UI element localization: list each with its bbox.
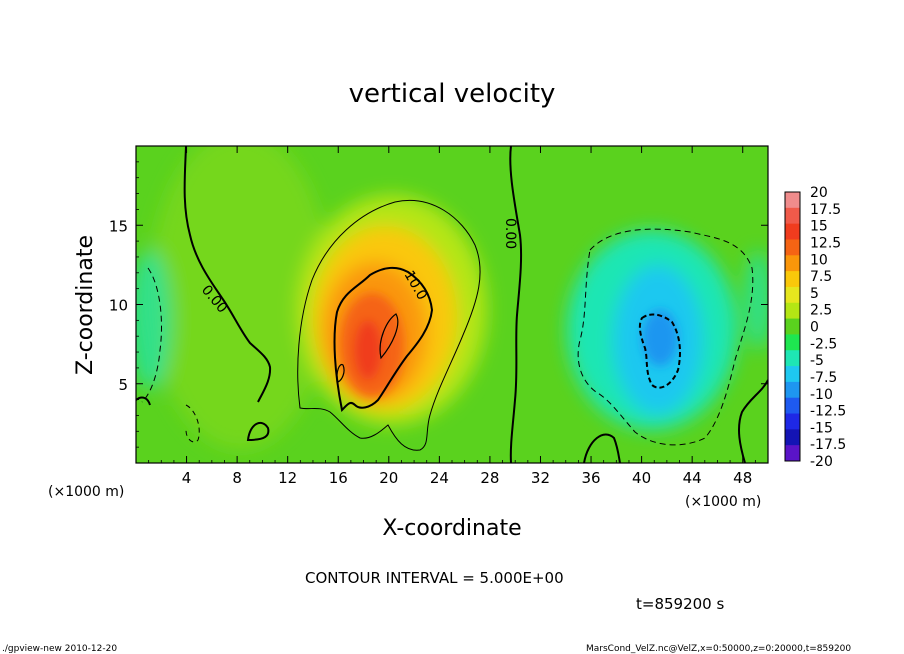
colorbar-label: -2.5 — [810, 336, 837, 352]
colorbar-frame — [784, 191, 801, 462]
region-left-cyan — [136, 250, 172, 390]
footer-right: MarsCond_VelZ.nc@VelZ,x=0:50000,z=0:2000… — [586, 644, 851, 654]
y-tick-label: 15 — [109, 217, 128, 235]
colorbar-label: -12.5 — [810, 404, 846, 420]
x-tick-label: 12 — [278, 469, 297, 487]
colorbar-swatch — [785, 334, 800, 351]
colorbar-swatch — [785, 207, 800, 225]
colorbar-swatch — [785, 350, 800, 367]
region-right-cyan — [744, 250, 768, 350]
colorbar-label: 20 — [810, 185, 828, 201]
colorbar-swatch — [785, 429, 800, 446]
contour-ten — [333, 266, 434, 413]
x-tick-label: 36 — [581, 469, 600, 487]
contour-zero-middle — [509, 146, 523, 463]
colorbar-swatch — [785, 286, 800, 304]
x-tick-label: 40 — [632, 469, 651, 487]
colorbar-label: -5 — [810, 353, 824, 369]
contour-zero-left-edge — [136, 396, 151, 406]
contour-label: 0.00 — [502, 218, 518, 249]
colorbar-swatch — [785, 318, 800, 335]
colorbar-label: 12.5 — [810, 235, 841, 251]
field-core — [340, 293, 678, 397]
colorbar-swatch — [785, 366, 800, 383]
x-tick-label: 24 — [430, 469, 449, 487]
x-tick-label: 20 — [379, 469, 398, 487]
colorbar-swatch — [785, 192, 800, 209]
colorbar-swatch — [785, 239, 800, 256]
contour-neg5-left-small — [185, 404, 200, 443]
contour-zero-bottom-right — [583, 433, 621, 463]
contour-interval-text: CONTOUR INTERVAL = 5.000E+00 — [305, 569, 564, 587]
colorbar-swatch — [785, 255, 800, 272]
colorbar-label: 17.5 — [810, 202, 841, 218]
region-updraft-darkred — [354, 320, 382, 380]
x-tick-label: 16 — [329, 469, 348, 487]
colorbar-label: 0 — [810, 320, 819, 336]
colorbar-swatch — [785, 397, 800, 415]
colorbar-label: 7.5 — [810, 269, 832, 285]
colorbar-label: 15 — [810, 219, 828, 235]
x-axis: 4 8 12 16 20 24 28 32 36 40 44 48 — [148, 146, 756, 487]
contour-neg5-main — [577, 228, 754, 446]
contours — [136, 146, 768, 463]
colorbar-label: 5 — [810, 286, 819, 302]
contour-neg5-left — [141, 267, 162, 403]
contour-fifteen-b — [336, 363, 345, 383]
x-tick-label: 48 — [733, 469, 752, 487]
colorbar-swatch — [785, 271, 800, 288]
x-tick-label: 44 — [683, 469, 702, 487]
colorbar-label: -7.5 — [810, 370, 837, 386]
colorbar-label: -10 — [810, 387, 833, 403]
region-downdraft-blue — [642, 310, 678, 366]
colorbar-label: -20 — [810, 454, 833, 470]
time-stamp: t=859200 s — [636, 595, 724, 613]
x-tick-label: 28 — [480, 469, 499, 487]
colorbar-label: 10 — [810, 252, 828, 268]
colorbar-swatch — [785, 302, 800, 320]
region-band-light — [150, 146, 330, 450]
x-tick-label: 8 — [232, 469, 242, 487]
colorbar-label: -17.5 — [810, 437, 846, 453]
colorbar-swatch — [785, 381, 800, 399]
colorbar-swatch — [785, 413, 800, 430]
colorbar-swatch — [785, 445, 800, 462]
x-tick-label: 32 — [531, 469, 550, 487]
footer-left: ./gpview-new 2010-12-20 — [2, 644, 117, 654]
y-tick-label: 10 — [109, 297, 128, 315]
x-axis-label: X-coordinate — [382, 516, 521, 541]
y-axis: 5 10 15 — [109, 161, 768, 448]
colorbar-swatch — [785, 223, 800, 240]
y-tick-label: 5 — [118, 376, 128, 394]
x-unit-label-right: (×1000 m) — [685, 494, 761, 510]
x-tick-label: 4 — [182, 469, 192, 487]
y-axis-label: Z-coordinate — [73, 235, 98, 375]
chart-title: vertical velocity — [349, 79, 556, 109]
colorbar-label: -15 — [810, 420, 833, 436]
contour-zero-right-edge — [737, 379, 768, 463]
x-unit-label-left: (×1000 m) — [48, 484, 124, 500]
contour-zero-bottom-left — [246, 421, 270, 442]
contour-five — [297, 200, 481, 451]
plot-area — [136, 146, 768, 463]
contour-zero-left — [183, 146, 272, 403]
colorbar: 2017.51512.5107.552.50-2.5-5-7.5-10-12.5… — [784, 185, 846, 470]
contour-fifteen-a — [379, 313, 399, 360]
colorbar-label: 2.5 — [810, 303, 832, 319]
